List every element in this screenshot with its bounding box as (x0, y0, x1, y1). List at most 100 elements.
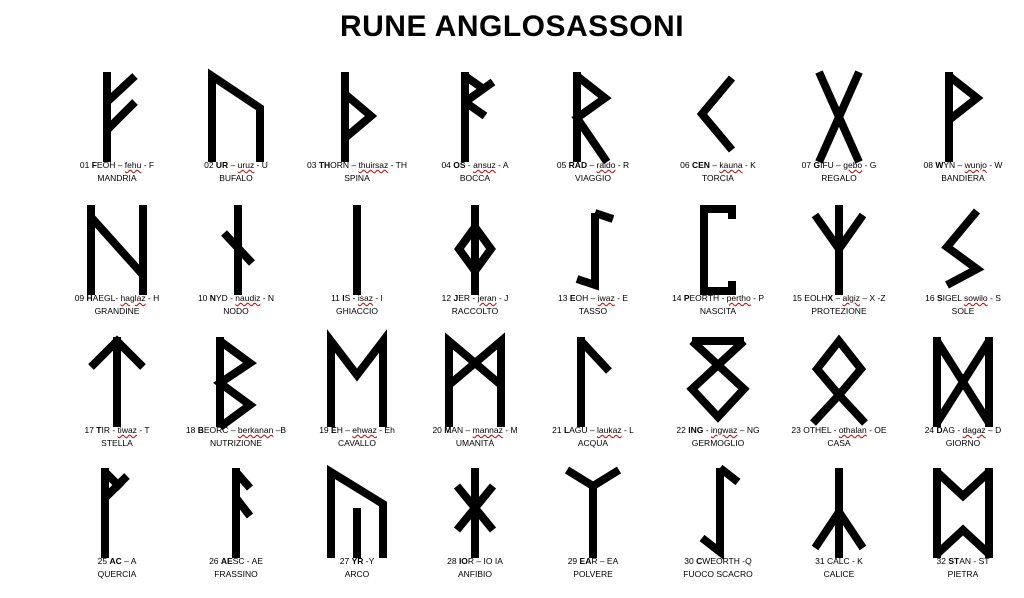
rune-sound: - T (136, 425, 150, 435)
rune-card: 12 JER - jeran - J RACCOLTO (412, 205, 538, 335)
rune-card: 27 YR -Y ARCO (294, 464, 420, 598)
rune-caption: 30 CWEORTH -Q (645, 556, 791, 566)
rune-name-bold: EA (579, 556, 592, 566)
rune-sound: – X -Z (860, 293, 886, 303)
rune-sound: - Eh (376, 425, 395, 435)
stan-rune-icon (933, 468, 993, 558)
rune-protogermanic-name: iwaz (597, 293, 615, 303)
rune-name-bold: CEN (692, 160, 710, 170)
rune-name-rest: IR - (101, 425, 118, 435)
rune-number: 15 EOLH (792, 293, 828, 303)
uruz-rune-icon (208, 68, 264, 162)
rune-name-rest: YN – (943, 160, 965, 170)
rune-meaning: RACCOLTO (451, 306, 499, 316)
rune-meaning: UMANITÀ (455, 438, 495, 448)
rune-sound: - G (862, 160, 877, 170)
rune-meaning: CASA (827, 438, 851, 448)
rune-sound: – D (985, 425, 1002, 435)
rune-protogermanic-name: fehu (124, 160, 142, 170)
mannaz-rune-icon (445, 332, 505, 427)
rune-number: 17 (84, 425, 97, 435)
rune-protogermanic-name: jeran (477, 293, 497, 303)
rune-name-bold: IO (458, 556, 468, 566)
rune-card: 06 CEN – kauna - K TORCIA (655, 72, 781, 202)
rune-name-bold: ING (688, 425, 704, 435)
rune-meaning: ANFIBIO (457, 569, 492, 579)
rune-name-rest: – (228, 160, 238, 170)
rune-card: 11 IS - isaz - I GHIACCIO (294, 205, 420, 335)
rune-name-rest: – (833, 293, 843, 303)
peorth-rune-icon (700, 205, 736, 295)
rune-sound: - F (141, 160, 155, 170)
rune-sound: - S (987, 293, 1001, 303)
rune-number: 06 (680, 160, 692, 170)
rune-sound: - TH (388, 160, 407, 170)
ehwaz-rune-icon (327, 329, 387, 427)
rune-card: 01 FEOH – fehu - F MANDRIA (54, 72, 180, 202)
rune-caption: 09 HAEGL- haglaz - H (44, 293, 190, 303)
rune-card: 20 MAN – mannaz - M UMANITÀ (412, 332, 538, 467)
isaz-rune-icon (353, 205, 361, 295)
rune-card: 24 DAG - dagaz – D GIORNO (900, 337, 1024, 467)
rune-name-rest: – A (121, 556, 137, 566)
rune-name-rest: – (587, 160, 597, 170)
rune-sound: - I (373, 293, 383, 303)
rune-sound: - N (260, 293, 275, 303)
rune-name-bold: UR (215, 160, 229, 170)
rune-name-bold: H (86, 293, 93, 303)
rune-name-bold: T (96, 425, 102, 435)
rune-meaning: CAVALLO (338, 438, 376, 448)
rune-card: 19 EH – ehwaz - Eh CAVALLO (294, 329, 420, 467)
rune-name-rest: AEGL- (92, 293, 121, 303)
rune-number: 10 (197, 293, 210, 303)
rune-caption: 16 SIGEL sowilo - S (890, 293, 1024, 303)
rune-number: 25 (97, 556, 110, 566)
rune-name-rest: H – (336, 425, 353, 435)
rune-caption: 07 GIFU – gebo - G (766, 160, 912, 170)
othala-rune-icon (810, 334, 868, 426)
rune-meaning: NUTRIZIONE (210, 438, 262, 448)
rune-number: 08 (923, 160, 936, 170)
rune-sound: - H (145, 293, 160, 303)
rune-name-rest: AGU – (569, 425, 598, 435)
rune-card: 10 NYD - naudiz - N NODO (173, 205, 299, 335)
rune-name-rest: AG - (942, 425, 963, 435)
rune-caption: 31 CALC - K (766, 556, 912, 566)
rune-name-bold: E (331, 425, 337, 435)
rune-number: 22 (676, 425, 689, 435)
rune-name-rest: - (703, 425, 711, 435)
rune-caption: 25 AC – A (44, 556, 190, 566)
rune-caption: 26 AESC - AE (163, 556, 309, 566)
rune-number: 29 (567, 556, 580, 566)
rune-protogermanic-name: haglaz (120, 293, 146, 303)
rune-protogermanic-name: raido (596, 160, 616, 170)
rune-card: 05 RAD – raido - R VIAGGIO (530, 72, 656, 202)
rune-number: 18 (185, 425, 198, 435)
rune-meaning: ARCO (344, 569, 370, 579)
rune-name-rest: IGEL (942, 293, 965, 303)
rune-name-bold: N (209, 293, 216, 303)
rune-card: 28 IOR – IO IA ANFIBIO (412, 468, 538, 598)
rune-name-rest: ORN – (330, 160, 359, 170)
rune-name-rest: YD - (215, 293, 236, 303)
rune-protogermanic-name: berkanan (237, 425, 274, 435)
rune-meaning: FUOCO SCACRO (683, 569, 753, 579)
rune-meaning: SOLE (951, 306, 975, 316)
rune-sound: - OE (866, 425, 887, 435)
rune-meaning: CALICE (823, 569, 855, 579)
rune-card: 25 AC – A QUERCIA (54, 468, 180, 598)
rune-sound: - W (986, 160, 1003, 170)
naudiz-rune-icon (221, 205, 255, 295)
rune-card: 30 CWEORTH -Q FUOCO SCACRO (655, 464, 781, 598)
rune-meaning: PROTEZIONE (811, 306, 867, 316)
rune-card: 08 WYN – wunjo - W BANDIERA (900, 72, 1024, 202)
rune-card: 32 STAN - ST PIETRA (900, 468, 1024, 598)
rune-caption: 24 DAG - dagaz – D (890, 425, 1024, 435)
rune-protogermanic-name: gebo (843, 160, 863, 170)
rune-number: 01 (79, 160, 92, 170)
tiwaz-rune-icon (88, 335, 146, 427)
rune-name-rest: - (465, 160, 474, 170)
rune-meaning: GRANDINE (94, 306, 140, 316)
rune-card: 16 SIGEL sowilo - S SOLE (900, 205, 1024, 335)
rune-card: 26 AESC - AE FRASSINO (173, 468, 299, 598)
